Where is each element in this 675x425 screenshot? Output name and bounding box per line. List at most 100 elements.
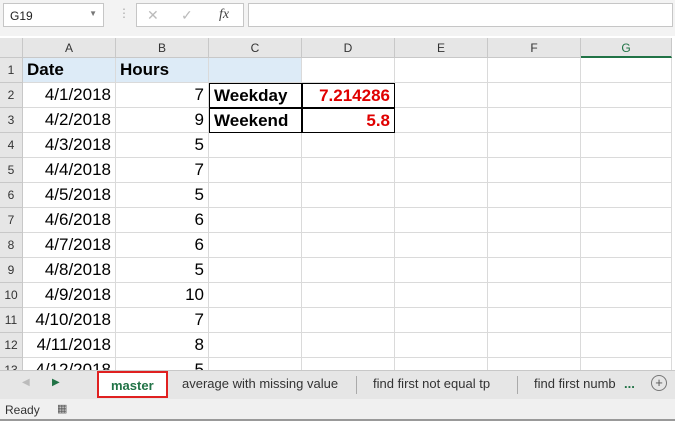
cell[interactable] xyxy=(302,133,395,158)
cell-hours[interactable]: 10 xyxy=(116,283,209,308)
column-header-b[interactable]: B xyxy=(116,38,209,58)
column-header-e[interactable]: E xyxy=(395,38,488,58)
sheet-tab[interactable]: find first numb xyxy=(534,376,616,391)
cell[interactable] xyxy=(581,333,672,358)
summary-label[interactable]: Weekend xyxy=(209,108,302,133)
cell-date[interactable]: 4/2/2018 xyxy=(23,108,116,133)
cell[interactable] xyxy=(302,58,395,83)
cell-hours[interactable]: 6 xyxy=(116,208,209,233)
cell[interactable] xyxy=(209,133,302,158)
cell[interactable] xyxy=(581,58,672,83)
cell[interactable] xyxy=(488,83,581,108)
cell[interactable] xyxy=(581,233,672,258)
macro-record-icon[interactable]: ▦ xyxy=(57,403,68,415)
cell[interactable] xyxy=(302,333,395,358)
formula-input[interactable] xyxy=(248,3,673,27)
sheet-tab[interactable]: average with missing value xyxy=(182,376,339,391)
cell[interactable] xyxy=(395,83,488,108)
cell[interactable] xyxy=(209,158,302,183)
row-header[interactable]: 12 xyxy=(0,333,23,358)
scroll-left-icon[interactable]: ◀ xyxy=(22,377,30,388)
cell[interactable] xyxy=(581,108,672,133)
cell[interactable] xyxy=(488,108,581,133)
cell[interactable] xyxy=(395,58,488,83)
cell[interactable] xyxy=(209,333,302,358)
cell[interactable] xyxy=(488,183,581,208)
cell[interactable] xyxy=(488,58,581,83)
cell-hours[interactable]: 8 xyxy=(116,333,209,358)
cell[interactable] xyxy=(302,283,395,308)
cell[interactable] xyxy=(302,158,395,183)
row-header[interactable]: 9 xyxy=(0,258,23,283)
row-header[interactable]: 2 xyxy=(0,83,23,108)
check-icon[interactable]: ✓ xyxy=(181,7,193,23)
cell-date[interactable]: 4/3/2018 xyxy=(23,133,116,158)
cell[interactable] xyxy=(302,233,395,258)
cell[interactable] xyxy=(302,183,395,208)
select-all-corner[interactable] xyxy=(0,38,23,58)
summary-value[interactable]: 7.214286 xyxy=(302,83,395,108)
cell[interactable] xyxy=(488,208,581,233)
cell[interactable] xyxy=(209,258,302,283)
cell[interactable] xyxy=(209,58,302,83)
cell[interactable] xyxy=(395,333,488,358)
add-sheet-icon[interactable]: + xyxy=(651,375,667,391)
chevron-down-icon[interactable]: ▼ xyxy=(89,9,97,18)
scroll-right-icon[interactable]: ▶ xyxy=(52,377,60,388)
cell[interactable] xyxy=(581,83,672,108)
row-header[interactable]: 11 xyxy=(0,308,23,333)
cell-date[interactable]: 4/9/2018 xyxy=(23,283,116,308)
cell[interactable] xyxy=(488,308,581,333)
cell[interactable] xyxy=(488,258,581,283)
name-box[interactable]: G19 ▼ xyxy=(3,3,104,27)
cell-hours[interactable]: 7 xyxy=(116,158,209,183)
column-header-f[interactable]: F xyxy=(488,38,581,58)
cell[interactable] xyxy=(488,133,581,158)
cell-hours[interactable]: 6 xyxy=(116,233,209,258)
summary-value[interactable]: 5.8 xyxy=(302,108,395,133)
cell[interactable] xyxy=(209,183,302,208)
cell-date[interactable]: Date xyxy=(23,58,116,83)
cell-hours[interactable]: 9 xyxy=(116,108,209,133)
row-header[interactable]: 8 xyxy=(0,233,23,258)
cell-date[interactable]: 4/8/2018 xyxy=(23,258,116,283)
cell-date[interactable]: 4/4/2018 xyxy=(23,158,116,183)
cell[interactable] xyxy=(302,208,395,233)
sheet-tab-master[interactable]: master xyxy=(97,371,168,398)
row-header[interactable]: 1 xyxy=(0,58,23,83)
cell-hours[interactable]: 7 xyxy=(116,308,209,333)
cell[interactable] xyxy=(581,158,672,183)
cell[interactable] xyxy=(581,133,672,158)
cell[interactable] xyxy=(395,108,488,133)
cell[interactable] xyxy=(395,233,488,258)
column-header-g[interactable]: G xyxy=(581,38,672,58)
cell-date[interactable]: 4/5/2018 xyxy=(23,183,116,208)
column-header-a[interactable]: A xyxy=(23,38,116,58)
row-header[interactable]: 4 xyxy=(0,133,23,158)
cell[interactable] xyxy=(209,208,302,233)
cell[interactable] xyxy=(488,233,581,258)
cell[interactable] xyxy=(302,308,395,333)
cell-hours[interactable]: 5 xyxy=(116,258,209,283)
cell[interactable] xyxy=(581,283,672,308)
fx-icon[interactable]: fx xyxy=(219,7,230,22)
row-header[interactable]: 5 xyxy=(0,158,23,183)
cell[interactable] xyxy=(488,158,581,183)
cell-date[interactable]: 4/6/2018 xyxy=(23,208,116,233)
cell[interactable] xyxy=(395,183,488,208)
cell-hours[interactable]: Hours xyxy=(116,58,209,83)
cell-hours[interactable]: 5 xyxy=(116,133,209,158)
cell-date[interactable]: 4/10/2018 xyxy=(23,308,116,333)
column-header-d[interactable]: D xyxy=(302,38,395,58)
cell[interactable] xyxy=(209,233,302,258)
cell[interactable] xyxy=(395,158,488,183)
cell[interactable] xyxy=(395,133,488,158)
cell-date[interactable]: 4/11/2018 xyxy=(23,333,116,358)
row-header[interactable]: 6 xyxy=(0,183,23,208)
sheet-tab[interactable]: find first not equal tp xyxy=(373,376,491,391)
cell[interactable] xyxy=(209,283,302,308)
cell-date[interactable]: 4/7/2018 xyxy=(23,233,116,258)
cell[interactable] xyxy=(395,208,488,233)
cell-hours[interactable]: 7 xyxy=(116,83,209,108)
cell[interactable] xyxy=(209,308,302,333)
